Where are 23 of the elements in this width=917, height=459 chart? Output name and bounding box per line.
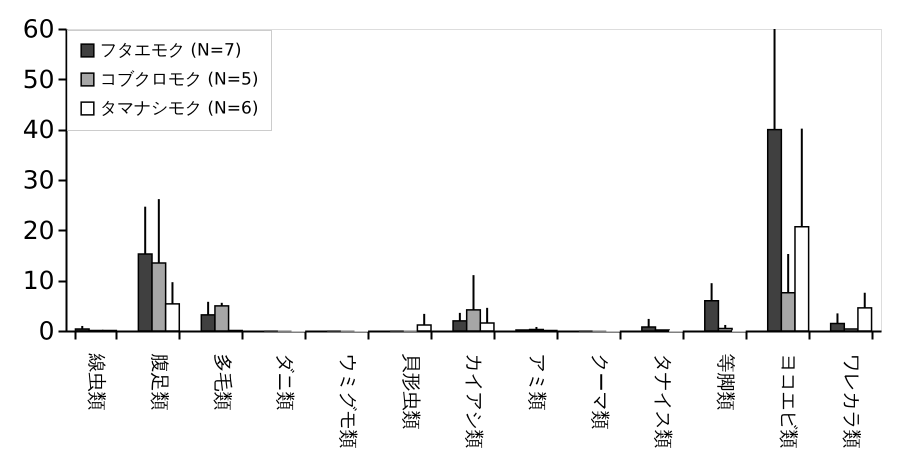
y-tick-label: 50 (22, 64, 54, 94)
y-tick-label: 40 (22, 115, 54, 144)
y-tick-label: 20 (22, 216, 54, 245)
y-tick-label: 60 (22, 14, 54, 44)
x-tick-label: タナイス類 (652, 354, 674, 448)
x-tick-label: 線虫類 (85, 352, 108, 410)
x-tick-label: ワレカラ類 (840, 354, 863, 448)
x-tick-label: 腹足類 (148, 354, 170, 410)
x-tick-label: カイアシ類 (463, 354, 485, 448)
x-tick-label: ヨコエビ類 (778, 354, 800, 448)
x-tick-label: ウミグモ類 (337, 354, 360, 448)
legend-label: タマナシモク (N=6) (100, 98, 258, 118)
y-tick-label: 30 (22, 166, 54, 194)
x-tick-label: ダニ類 (274, 354, 296, 410)
x-tick-label: 貝形虫類 (400, 354, 422, 430)
x-tick-label: アミ類 (526, 354, 548, 410)
y-tick-label: 0 (38, 316, 54, 346)
legend-label: フタエモク (N=7) (100, 40, 242, 60)
legend-label: コブクロモク (N=5) (100, 70, 258, 90)
x-tick-label: 等脚類 (714, 354, 737, 410)
x-tick-label: 多毛類 (211, 354, 234, 410)
x-tick-label: クーマ類 (588, 354, 611, 430)
y-tick-label: 10 (22, 266, 54, 296)
